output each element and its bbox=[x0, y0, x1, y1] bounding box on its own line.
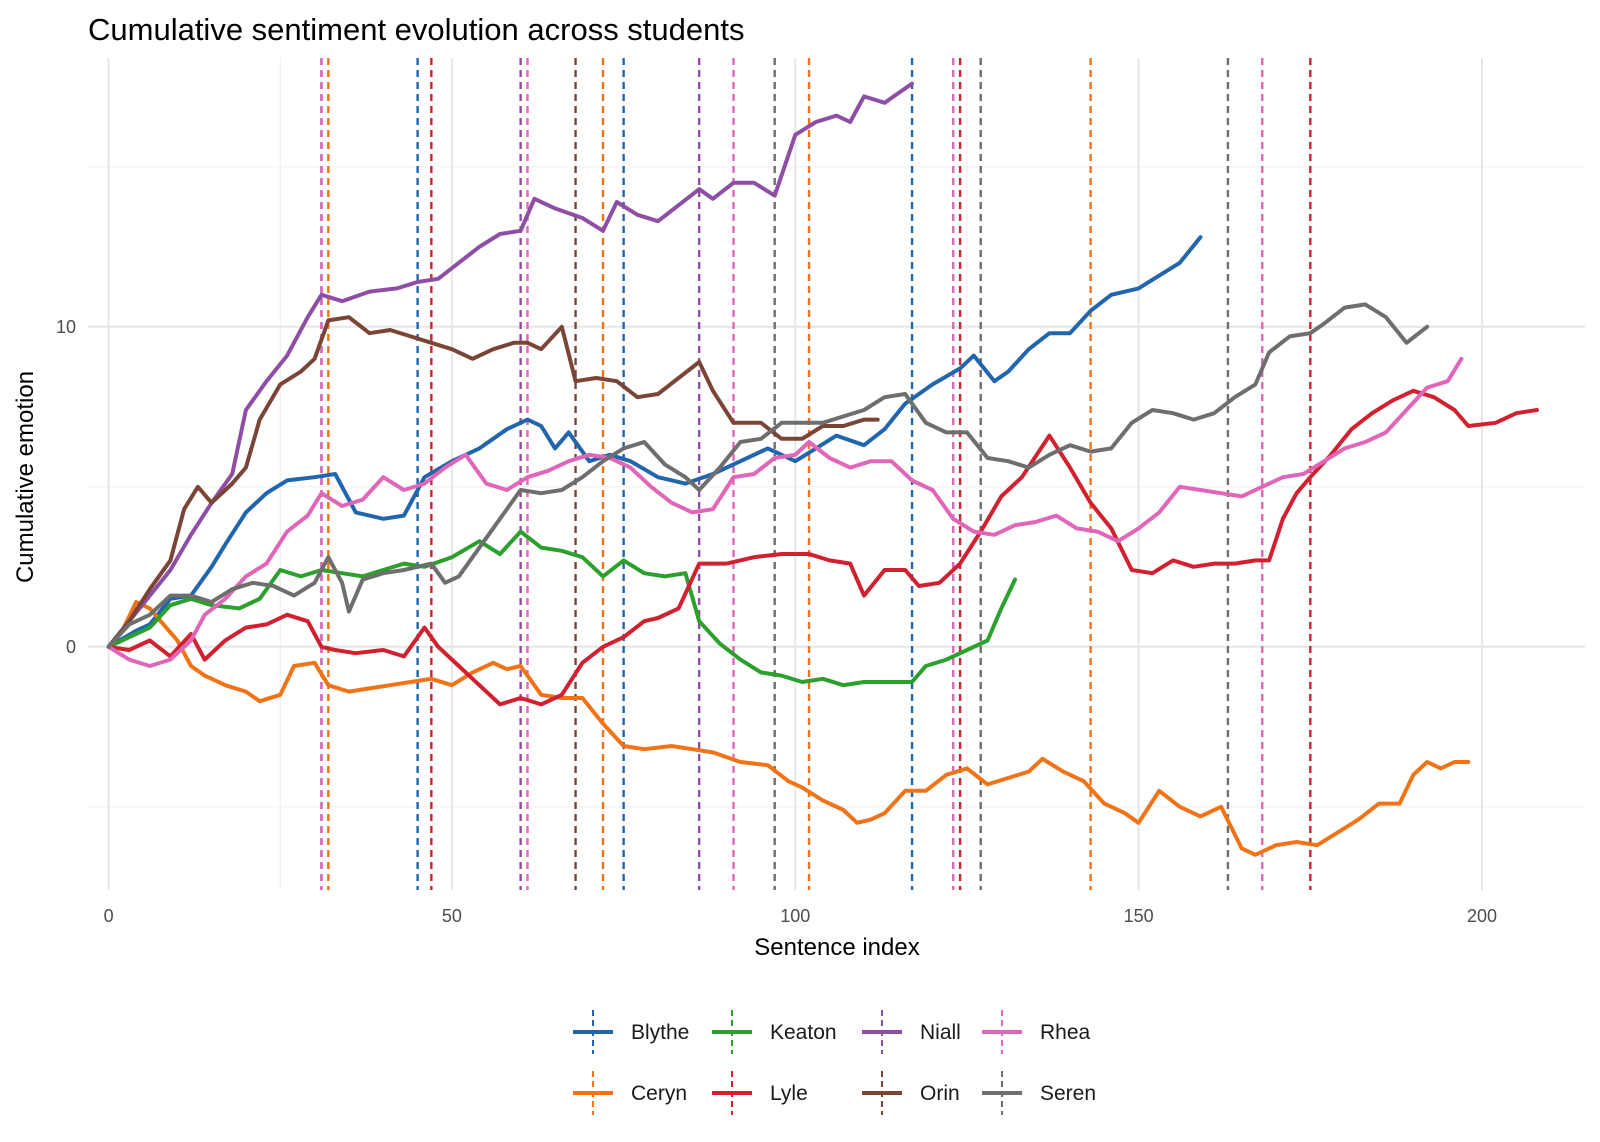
x-tick-label: 100 bbox=[780, 906, 810, 926]
x-tick-label: 150 bbox=[1124, 906, 1154, 926]
x-axis-title: Sentence index bbox=[754, 934, 919, 961]
x-tick-label: 0 bbox=[104, 906, 114, 926]
x-tick-label: 50 bbox=[442, 906, 462, 926]
x-tick-label: 200 bbox=[1467, 906, 1497, 926]
series-line-keaton bbox=[106, 529, 1017, 688]
legend-label: Rhea bbox=[1040, 1021, 1091, 1044]
legend-label: Lyle bbox=[770, 1082, 808, 1105]
series-line-seren bbox=[106, 302, 1430, 649]
legend-label: Ceryn bbox=[631, 1082, 687, 1105]
legend-item-blythe: Blythe bbox=[573, 1010, 689, 1054]
y-tick-label: 10 bbox=[56, 317, 76, 337]
y-tick-label: 0 bbox=[66, 637, 76, 657]
series-line-ceryn bbox=[106, 600, 1471, 857]
chart-title: Cumulative sentiment evolution across st… bbox=[88, 12, 745, 47]
axis-ticks: 0 50 100 150 200 0 10 bbox=[56, 317, 1497, 926]
y-axis-title: Cumulative emotion bbox=[12, 371, 39, 583]
legend-item-lyle: Lyle bbox=[712, 1071, 808, 1115]
legend-label: Blythe bbox=[631, 1021, 689, 1044]
legend-label: Orin bbox=[920, 1082, 960, 1105]
legend-item-rhea: Rhea bbox=[982, 1010, 1091, 1054]
event-markers bbox=[320, 58, 1312, 890]
legend-label: Keaton bbox=[770, 1021, 837, 1044]
legend-item-orin: Orin bbox=[862, 1071, 960, 1115]
legend-item-seren: Seren bbox=[982, 1071, 1096, 1115]
legend-item-keaton: Keaton bbox=[712, 1010, 837, 1054]
legend-item-niall: Niall bbox=[862, 1010, 961, 1054]
legend-label: Niall bbox=[920, 1021, 961, 1044]
grid bbox=[88, 58, 1585, 890]
legend: Blythe Ceryn Keaton Lyle Niall Orin Rhea Seren bbox=[573, 1010, 1096, 1115]
series-line-lyle bbox=[106, 388, 1539, 707]
series-line-blythe bbox=[106, 235, 1203, 649]
series-line-niall bbox=[106, 81, 914, 649]
series-line-orin bbox=[106, 315, 880, 649]
legend-item-ceryn: Ceryn bbox=[573, 1071, 687, 1115]
series-lines bbox=[106, 81, 1539, 857]
legend-label: Seren bbox=[1040, 1082, 1096, 1105]
series-line-rhea bbox=[106, 356, 1464, 668]
